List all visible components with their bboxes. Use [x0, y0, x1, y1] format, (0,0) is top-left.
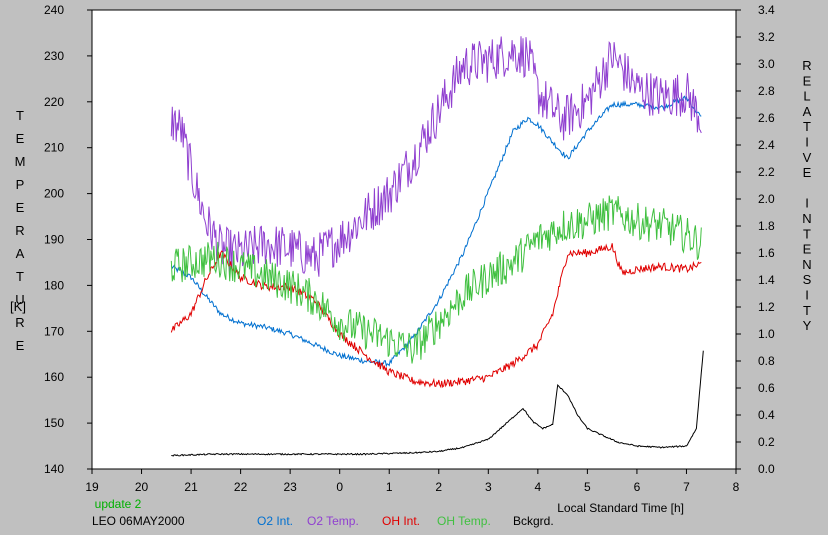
y-left-tick-label: 210 [44, 141, 64, 155]
series-line-o2-temp [170, 36, 702, 277]
series-line-bckgrd [171, 350, 704, 457]
y-right-label-letter: E [803, 165, 812, 180]
y-right-label-letter: N [802, 211, 811, 226]
y-right-tick-label: 2.8 [758, 84, 775, 98]
y-right-tick-label: 1.4 [758, 273, 775, 287]
y-left-label-letter: T [16, 269, 24, 284]
y-left-tick-label: 200 [44, 187, 64, 201]
x-tick-label: 3 [485, 480, 492, 494]
y-left-label-letter: E [16, 200, 25, 215]
x-axis: 19 20 21 22 23 0 1 2 3 4 5 6 7 8 [85, 469, 740, 494]
y-axis-left-unit: [K] [10, 299, 26, 314]
y-right-tick-label: 2.2 [758, 165, 775, 179]
y-left-label-letter: A [16, 246, 25, 261]
y-right-label-letter: I [805, 135, 809, 150]
legend-entry: OH Int. [382, 514, 420, 528]
y-right-tick-label: 0.8 [758, 354, 775, 368]
y-right-label-letter: E [803, 73, 812, 88]
series-line-oh-int [170, 243, 702, 389]
y-right-label-letter: A [803, 104, 812, 119]
legend-entry: O2 Temp. [307, 514, 359, 528]
x-tick-label: 0 [336, 480, 343, 494]
x-tick-label: 19 [85, 480, 99, 494]
x-tick-label: 6 [634, 480, 641, 494]
y-left-label-letter: M [15, 154, 26, 169]
plot-area [91, 9, 737, 470]
x-tick-label: 20 [135, 480, 149, 494]
legend: O2 Int. O2 Temp. OH Int. OH Temp. Bckgrd. [257, 514, 554, 528]
y-left-tick-label: 190 [44, 233, 64, 247]
y-right-tick-label: 1.0 [758, 327, 775, 341]
x-tick-label: 21 [184, 480, 198, 494]
x-tick-label: 2 [435, 480, 442, 494]
x-tick-label: 8 [733, 480, 740, 494]
x-tick-label: 23 [283, 480, 297, 494]
y-right-label-letter: Y [803, 318, 812, 333]
y-right-label-letter: R [802, 58, 811, 73]
y-right-label-letter: L [803, 89, 810, 104]
legend-entry: O2 Int. [257, 514, 293, 528]
y-right-tick-label: 0.2 [758, 435, 775, 449]
site-date: LEO 06MAY2000 [92, 514, 185, 528]
y-right-label-letter: T [803, 119, 811, 134]
y-right-tick-label: 1.8 [758, 219, 775, 233]
y-left-tick-label: 140 [44, 462, 64, 476]
update-note: update 2 [95, 497, 142, 511]
y-right-label-letter: I [805, 288, 809, 303]
y-right-tick-label: 3.2 [758, 30, 775, 44]
y-left-label-letter: U [15, 292, 24, 307]
x-tick-label: 7 [683, 480, 690, 494]
y-right-tick-label: 0.6 [758, 381, 775, 395]
y-right-tick-label: 0.0 [758, 462, 775, 476]
y-left-tick-label: 240 [44, 3, 64, 17]
y-right-tick-label: 0.4 [758, 408, 775, 422]
series-line-oh-temp [170, 195, 702, 364]
y-right-label-letter: T [803, 303, 811, 318]
legend-entry: OH Temp. [437, 514, 491, 528]
x-tick-label: 5 [584, 480, 591, 494]
y-right-label-letter: N [802, 257, 811, 272]
y-right-tick-label: 3.0 [758, 57, 775, 71]
y-left-tick-label: 180 [44, 278, 64, 292]
y-left-label-letter: P [16, 177, 25, 192]
y-right-label-letter: V [803, 150, 812, 165]
y-right-tick-label: 1.2 [758, 300, 775, 314]
series-layer [170, 36, 704, 457]
y-left-label-letter: E [16, 338, 25, 353]
y-right-label-letter: E [803, 242, 812, 257]
y-left-label-letter: T [16, 108, 24, 123]
y-right-tick-label: 3.4 [758, 3, 775, 17]
x-tick-label: 4 [535, 480, 542, 494]
y-axis-left: 140 150 160 170 180 190 200 210 220 230 240 [44, 3, 92, 476]
x-tick-label: 22 [234, 480, 248, 494]
y-right-label-letter: S [803, 272, 812, 287]
y-left-tick-label: 150 [44, 416, 64, 430]
y-left-tick-label: 220 [44, 95, 64, 109]
y-right-label-letter: T [803, 226, 811, 241]
y-left-tick-label: 160 [44, 370, 64, 384]
y-left-label-letter: R [15, 223, 24, 238]
x-axis-label: Local Standard Time [h] [557, 501, 684, 515]
y-left-label-letter: E [16, 131, 25, 146]
x-tick-label: 1 [386, 480, 393, 494]
series-line-o2-int [170, 95, 702, 368]
y-left-tick-label: 230 [44, 49, 64, 63]
y-right-tick-label: 2.0 [758, 192, 775, 206]
y-axis-right: 0.0 0.2 0.4 0.6 0.8 1.0 1.2 1.4 1.6 1.8 2.0 2.2 2.4 2… [736, 3, 775, 476]
y-right-tick-label: 1.6 [758, 246, 775, 260]
legend-entry: Bckgrd. [513, 514, 554, 528]
y-left-tick-label: 170 [44, 324, 64, 338]
y-left-label-letter: R [15, 315, 24, 330]
y-right-tick-label: 2.6 [758, 111, 775, 125]
y-right-label-letter: I [805, 196, 809, 211]
y-right-tick-label: 2.4 [758, 138, 775, 152]
